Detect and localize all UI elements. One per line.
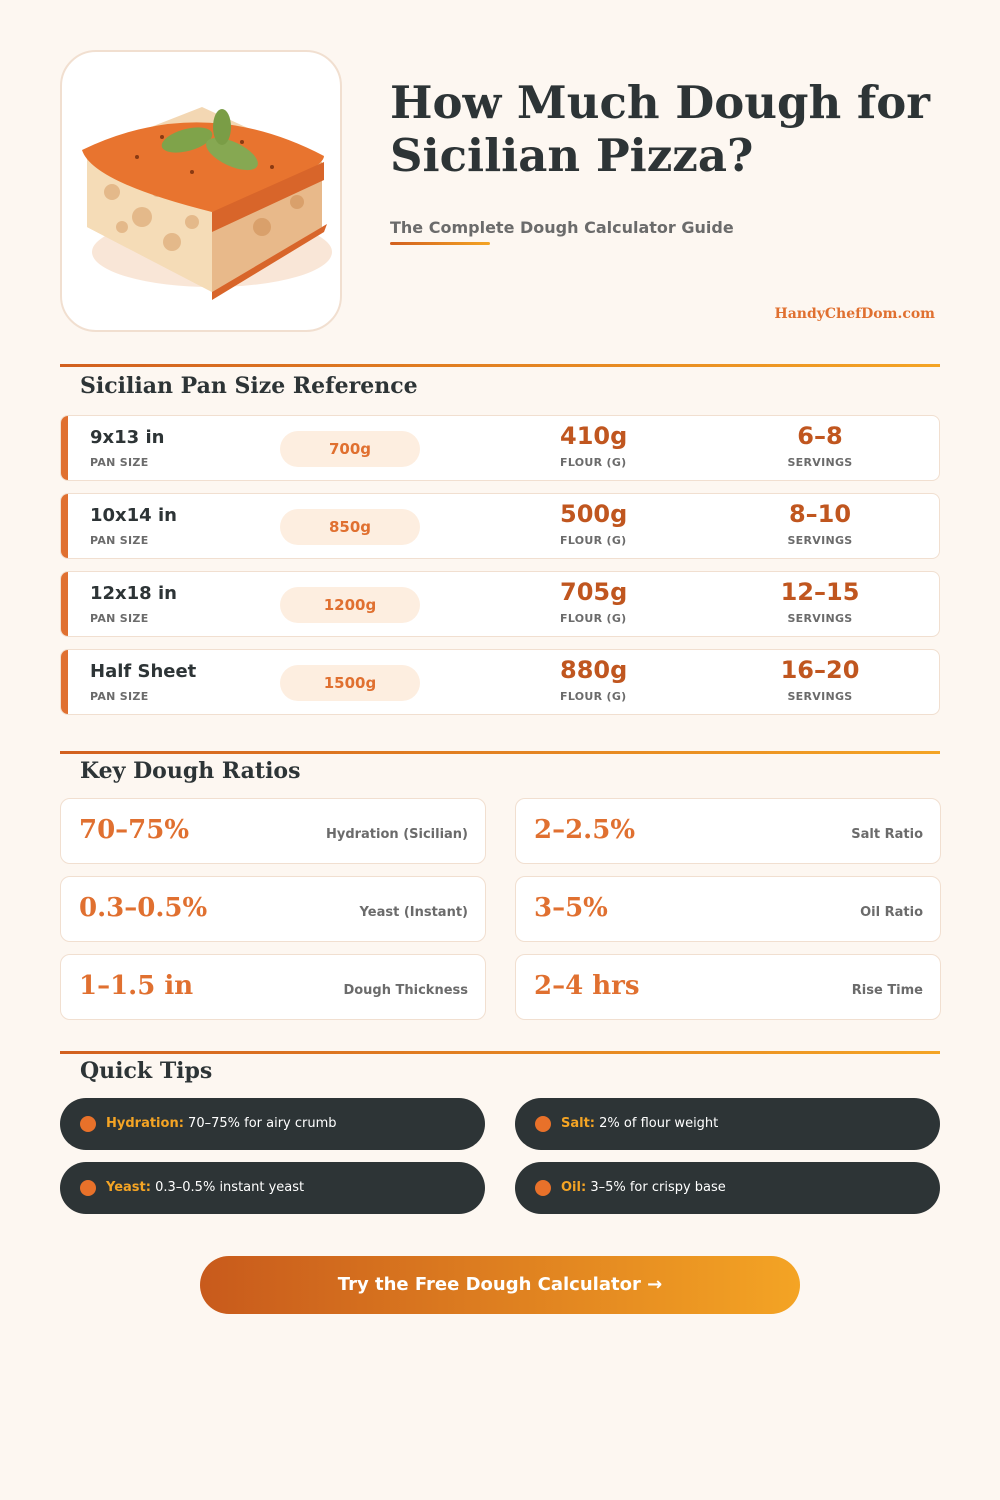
ratio-label: Rise Time: [851, 983, 923, 998]
flour-weight: 880g: [560, 656, 628, 684]
tip-pill: Salt: 2% of flour weight: [515, 1098, 940, 1150]
tip-text-wrap: Hydration: 70–75% for airy crumb: [106, 1116, 337, 1131]
section-rule: [60, 364, 940, 367]
ratio-label: Oil Ratio: [860, 905, 923, 920]
tip-label: Yeast:: [106, 1180, 151, 1195]
flour-label: FLOUR (G): [560, 690, 627, 703]
pan-row: Half Sheet PAN SIZE 1500g 880g FLOUR (G) 16–2…: [60, 649, 940, 715]
dough-weight: 1500g: [280, 665, 420, 701]
ratio-label: Dough Thickness: [343, 983, 468, 998]
title-line: Sicilian Pizza?: [390, 129, 754, 182]
flour-weight: 410g: [560, 422, 628, 450]
section-heading: Key Dough Ratios: [80, 758, 301, 784]
tip-text: 2% of flour weight: [599, 1116, 719, 1131]
dough-weight: 1200g: [280, 587, 420, 623]
pan-row: 10x14 in PAN SIZE 850g 500g FLOUR (G) 8–10 SER…: [60, 493, 940, 559]
ratio-value: 3–5%: [534, 893, 608, 923]
tip-text: 0.3–0.5% instant yeast: [155, 1180, 305, 1195]
servings: 12–15: [780, 578, 860, 606]
image-card: [60, 50, 342, 332]
cta-button[interactable]: Try the Free Dough Calculator →: [200, 1256, 800, 1314]
pan-size-label: PAN SIZE: [90, 534, 149, 547]
pizza-illustration: [82, 107, 332, 300]
pan-size: 12x18 in: [90, 583, 177, 604]
tip-text: 70–75% for airy crumb: [188, 1116, 337, 1131]
pan-row: 12x18 in PAN SIZE 1200g 705g FLOUR (G) 12–15 S…: [60, 571, 940, 637]
tip-pill: Hydration: 70–75% for airy crumb: [60, 1098, 485, 1150]
tip-dot: [80, 1116, 96, 1132]
section-rule: [60, 1051, 940, 1054]
title: How Much Dough for Sicilian Pizza?: [390, 76, 930, 182]
servings-label: SERVINGS: [787, 456, 853, 469]
ratio-value: 70–75%: [79, 815, 190, 845]
ratio-label: Yeast (Instant): [359, 905, 468, 920]
pan-row: 9x13 in PAN SIZE 700g 410g FLOUR (G) 6–8 SERVI…: [60, 415, 940, 481]
ratio-card: 2–4 hrs Rise Time: [515, 954, 941, 1020]
ratio-label: Salt Ratio: [851, 827, 923, 842]
ratio-card: 2–2.5% Salt Ratio: [515, 798, 941, 864]
flour-label: FLOUR (G): [560, 534, 627, 547]
section-heading: Quick Tips: [80, 1058, 213, 1084]
ratio-value: 0.3–0.5%: [79, 893, 208, 923]
pan-size: Half Sheet: [90, 661, 197, 682]
accent-bar: [61, 650, 68, 714]
ratio-value: 2–4 hrs: [534, 971, 640, 1001]
section-rule: [60, 751, 940, 754]
tip-pill: Yeast: 0.3–0.5% instant yeast: [60, 1162, 485, 1214]
tip-dot: [535, 1116, 551, 1132]
underline: [390, 242, 490, 245]
tip-label: Oil:: [561, 1180, 587, 1195]
flour-weight: 705g: [560, 578, 628, 606]
ratio-value: 1–1.5 in: [79, 971, 194, 1001]
pan-size-label: PAN SIZE: [90, 690, 149, 703]
flour-label: FLOUR (G): [560, 456, 627, 469]
accent-bar: [61, 494, 68, 558]
ratio-card: 1–1.5 in Dough Thickness: [60, 954, 486, 1020]
accent-bar: [61, 572, 68, 636]
servings-label: SERVINGS: [787, 534, 853, 547]
tip-text-wrap: Oil: 3–5% for crispy base: [561, 1180, 726, 1195]
section-heading: Sicilian Pan Size Reference: [80, 373, 418, 399]
servings-label: SERVINGS: [787, 690, 853, 703]
flour-weight: 500g: [560, 500, 628, 528]
pan-size-label: PAN SIZE: [90, 612, 149, 625]
site-name: HandyChefDom.com: [774, 306, 936, 322]
tip-dot: [535, 1180, 551, 1196]
ratio-card: 0.3–0.5% Yeast (Instant): [60, 876, 486, 942]
pan-size: 9x13 in: [90, 427, 165, 448]
title-line: How Much Dough for: [390, 76, 930, 129]
pan-size-label: PAN SIZE: [90, 456, 149, 469]
subtitle: The Complete Dough Calculator Guide: [390, 218, 734, 237]
tip-text-wrap: Salt: 2% of flour weight: [561, 1116, 718, 1131]
dough-weight: 850g: [280, 509, 420, 545]
flour-label: FLOUR (G): [560, 612, 627, 625]
ratio-card: 70–75% Hydration (Sicilian): [60, 798, 486, 864]
tip-pill: Oil: 3–5% for crispy base: [515, 1162, 940, 1214]
tip-text-wrap: Yeast: 0.3–0.5% instant yeast: [106, 1180, 304, 1195]
servings: 8–10: [788, 500, 852, 528]
servings: 16–20: [780, 656, 860, 684]
tip-label: Hydration:: [106, 1116, 184, 1131]
ratio-card: 3–5% Oil Ratio: [515, 876, 941, 942]
dough-weight: 700g: [280, 431, 420, 467]
ratio-value: 2–2.5%: [534, 815, 636, 845]
accent-bar: [61, 416, 68, 480]
ratio-label: Hydration (Sicilian): [325, 827, 468, 842]
servings-label: SERVINGS: [787, 612, 853, 625]
tip-text: 3–5% for crispy base: [590, 1180, 726, 1195]
tip-label: Salt:: [561, 1116, 596, 1131]
tip-dot: [80, 1180, 96, 1196]
pan-size: 10x14 in: [90, 505, 177, 526]
servings: 6–8: [797, 422, 843, 450]
